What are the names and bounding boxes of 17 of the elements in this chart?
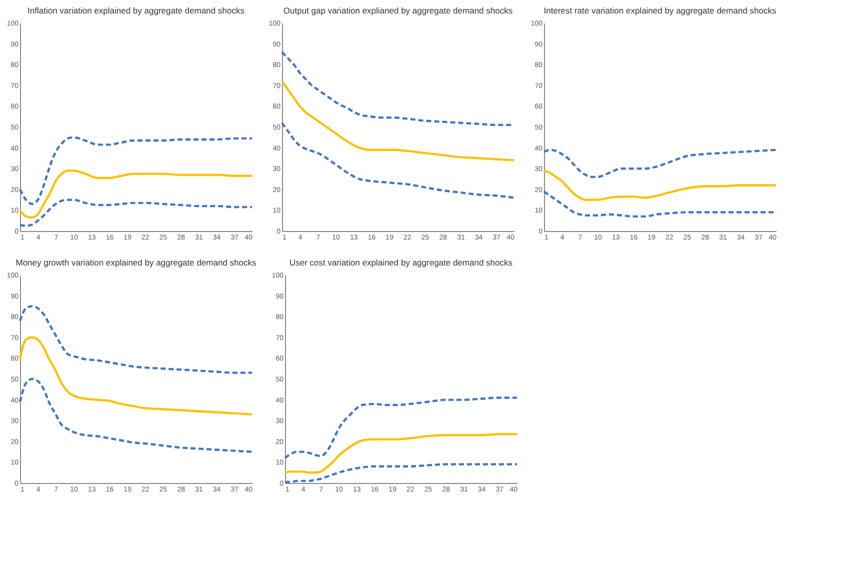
line-series [280,122,516,199]
line-series [18,198,254,227]
chart-title: Output gap variation explianed by aggregate demand shocks [283,6,513,16]
line-series [542,170,778,201]
line-series [18,378,254,453]
chart-title: Interest rate variation explained by aggregate demand shocks [544,6,776,16]
line-series [284,433,518,474]
line-series [280,80,516,162]
line-series [18,170,254,219]
chart-title: Money growth variation explained by aggregate demand shocks [16,258,256,268]
line-series [542,148,778,178]
line-series [284,396,518,460]
chart-title: User cost variation explained by aggregate demand shocks [289,258,513,268]
line-series [18,336,254,416]
line-series [18,136,254,206]
chart-title: Inflation variation explained by aggregate demand shocks [28,6,244,16]
line-series [18,305,254,374]
